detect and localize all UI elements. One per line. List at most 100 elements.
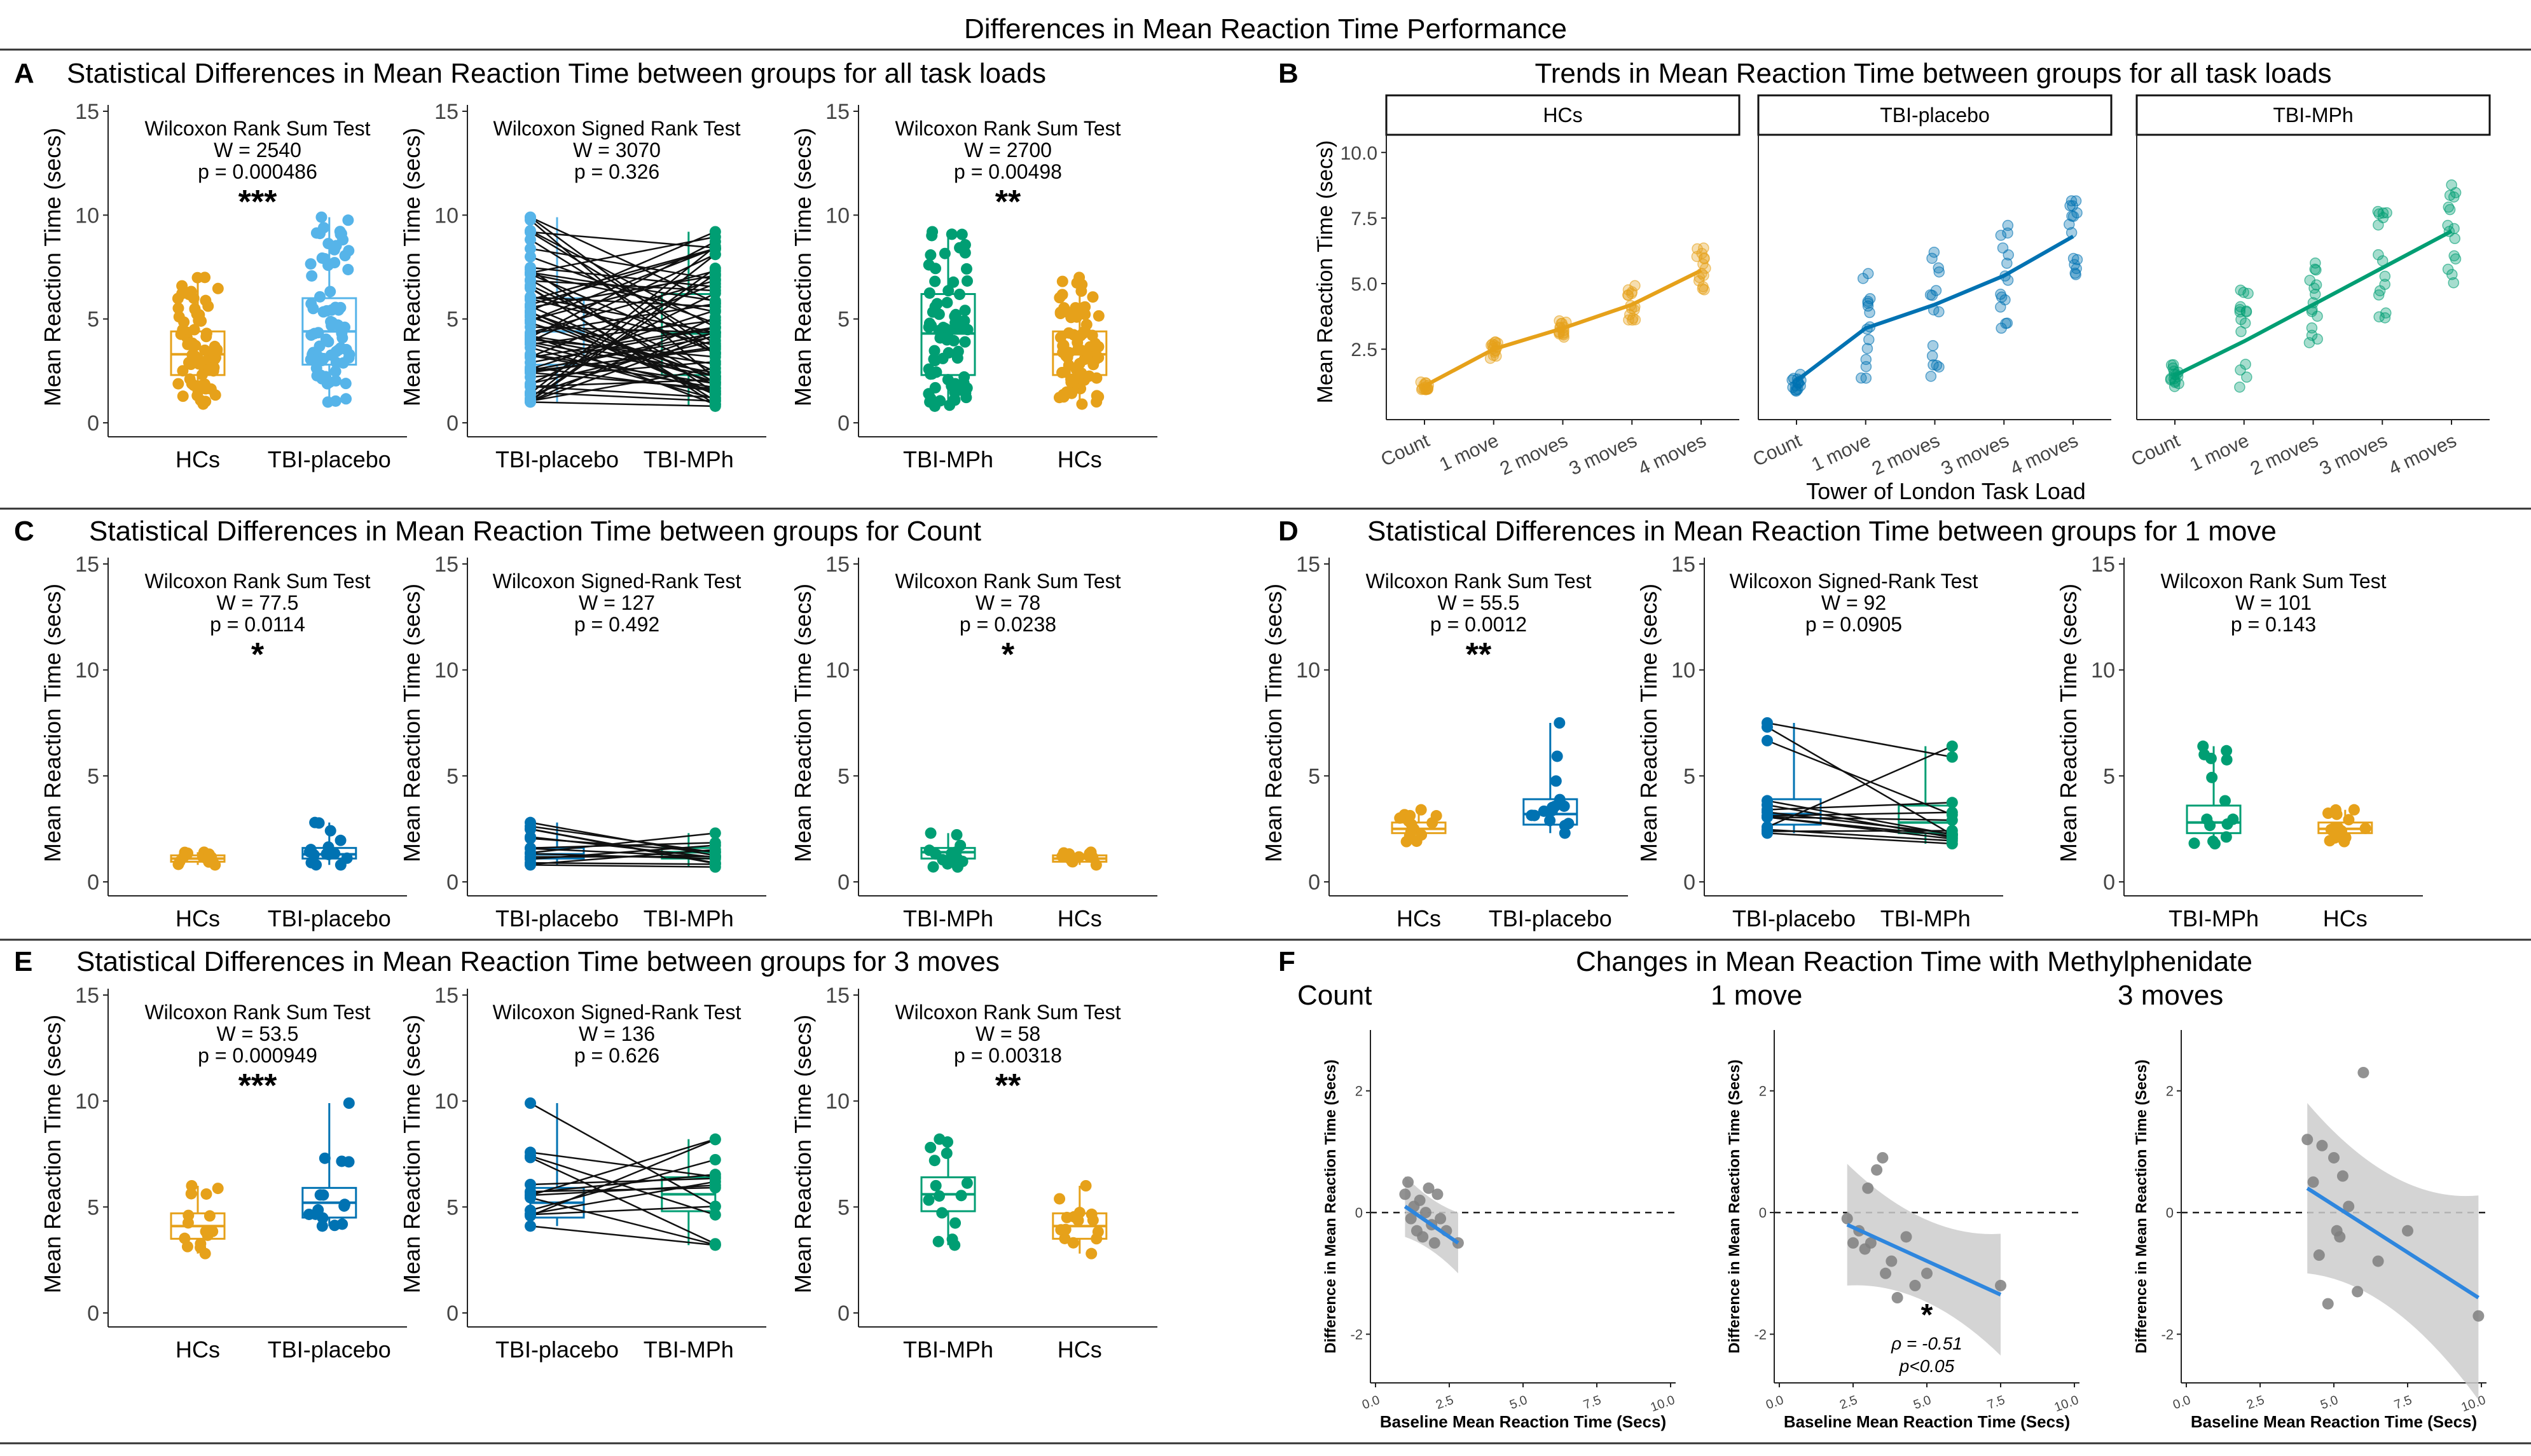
test-name: Wilcoxon Rank Sum Test (1365, 570, 1591, 593)
data-point (961, 275, 973, 287)
data-point (188, 292, 200, 305)
data-point (2070, 269, 2081, 280)
panel-f-letter: F (1278, 946, 1295, 977)
x-tick-label: 10.0 (2460, 1393, 2488, 1415)
data-point (305, 844, 317, 856)
data-point (2357, 1066, 2369, 1078)
y-tick-label: 0 (446, 1301, 459, 1326)
box-plot-a3: 0 5 10 15 Mean Reaction Time (secs) TBI-MPh HC… (790, 100, 1157, 472)
data-point (525, 251, 536, 263)
paired-line (530, 862, 715, 865)
y-tick-label: 5 (838, 1195, 850, 1219)
x-axis-label: Baseline Mean Reaction Time (Secs) (1380, 1412, 1666, 1431)
data-point (1622, 289, 1634, 301)
p-value: p = 0.0238 (960, 613, 1056, 636)
data-point (1076, 398, 1088, 410)
data-point (1419, 1207, 1431, 1219)
data-point (177, 390, 189, 402)
data-point (1946, 740, 1958, 752)
data-point (1073, 357, 1086, 369)
y-tick-label: 15 (75, 100, 99, 124)
data-point (1792, 383, 1803, 395)
x-tick-label: 5.0 (1912, 1393, 1933, 1412)
data-point (1995, 289, 2006, 300)
data-point (525, 263, 536, 275)
paired-line (530, 401, 715, 408)
x-tick-label: TBI-MPh (644, 1336, 734, 1363)
data-point (1927, 340, 1939, 352)
paired-line (530, 231, 716, 345)
data-point (1554, 315, 1565, 327)
x-tick-label: TBI-placebo (495, 446, 619, 472)
data-point (1405, 826, 1417, 838)
data-point (709, 383, 721, 395)
data-point (525, 1097, 536, 1109)
y-tick-label: 15 (434, 984, 459, 1008)
facet-label: TBI-placebo (1880, 104, 1990, 127)
data-point (709, 1179, 721, 1192)
significance-stars: ** (995, 1068, 1021, 1104)
data-point (2402, 1225, 2413, 1237)
x-tick-label: TBI-MPh (644, 905, 734, 931)
test-statistic: W = 77.5 (217, 591, 299, 614)
x-tick-label: 3 moves (1938, 430, 2012, 479)
data-point (1075, 344, 1087, 356)
x-tick-label: Count (1749, 430, 1805, 470)
y-tick-label: 5 (446, 1195, 459, 1219)
y-axis-label: Difference in Mean Reaction Time (Secs) (1726, 1059, 1743, 1353)
data-point (1847, 1237, 1859, 1249)
data-point (172, 378, 184, 390)
data-point (709, 298, 721, 310)
paired-line (530, 1151, 715, 1178)
data-point (1862, 1182, 1874, 1194)
data-point (929, 381, 941, 394)
paired-line (530, 216, 716, 354)
data-point (1059, 1232, 1071, 1244)
data-point (1946, 797, 1958, 809)
y-axis-label: Mean Reaction Time (secs) (39, 128, 66, 406)
data-point (200, 294, 212, 306)
data-point (2343, 814, 2355, 826)
y-axis-label: Difference in Mean Reaction Time (Secs) (1322, 1059, 1339, 1353)
data-point (2240, 359, 2251, 370)
y-tick-label: 10.0 (1341, 143, 1377, 164)
y-tick-label: 5 (1683, 764, 1695, 788)
data-point (525, 857, 536, 869)
data-point (928, 1155, 941, 1167)
x-tick-label: TBI-placebo (1732, 905, 1856, 931)
data-point (203, 1210, 216, 1222)
scatter-plot-f3: 3 moves -2 0 2 0.0 2.5 5.0 7.5 10.0 Difference in… (2118, 980, 2488, 1431)
data-point (1086, 1247, 1098, 1260)
scatter-plot-f1: Count -2 0 2 0.0 2.5 5.0 7.5 10.0 Difference in M… (1297, 980, 1677, 1431)
data-point (1862, 268, 1874, 280)
x-tick-label: HCs (2323, 905, 2368, 931)
data-point (1075, 285, 1087, 297)
y-tick-label: 0 (1759, 1205, 1767, 1221)
data-point (2235, 301, 2246, 313)
significance-stars: *** (238, 1068, 277, 1104)
data-point (2198, 748, 2210, 760)
data-point (1091, 372, 1103, 384)
paired-line (530, 338, 715, 358)
facet-title: 3 moves (2118, 980, 2223, 1011)
panel-c-letter: C (14, 516, 34, 547)
data-point (709, 827, 721, 839)
y-tick-label: 0 (1683, 870, 1695, 895)
x-tick-label: 2.5 (1838, 1393, 1859, 1412)
data-point (1864, 306, 1875, 319)
y-tick-label: 5 (2103, 764, 2115, 788)
paired-line (1767, 832, 1952, 845)
significance-stars: * (1002, 636, 1015, 673)
y-tick-label: 5 (446, 308, 459, 332)
data-point (2322, 1298, 2334, 1310)
y-tick-label: 5 (87, 764, 99, 788)
data-point (1399, 1188, 1411, 1200)
data-point (208, 362, 220, 374)
paired-line (530, 853, 715, 860)
data-point (709, 371, 721, 383)
facet-label: TBI-MPh (2273, 104, 2353, 127)
paired-line (530, 287, 716, 402)
x-tick-label: 7.5 (1985, 1393, 2007, 1412)
data-point (305, 354, 317, 366)
